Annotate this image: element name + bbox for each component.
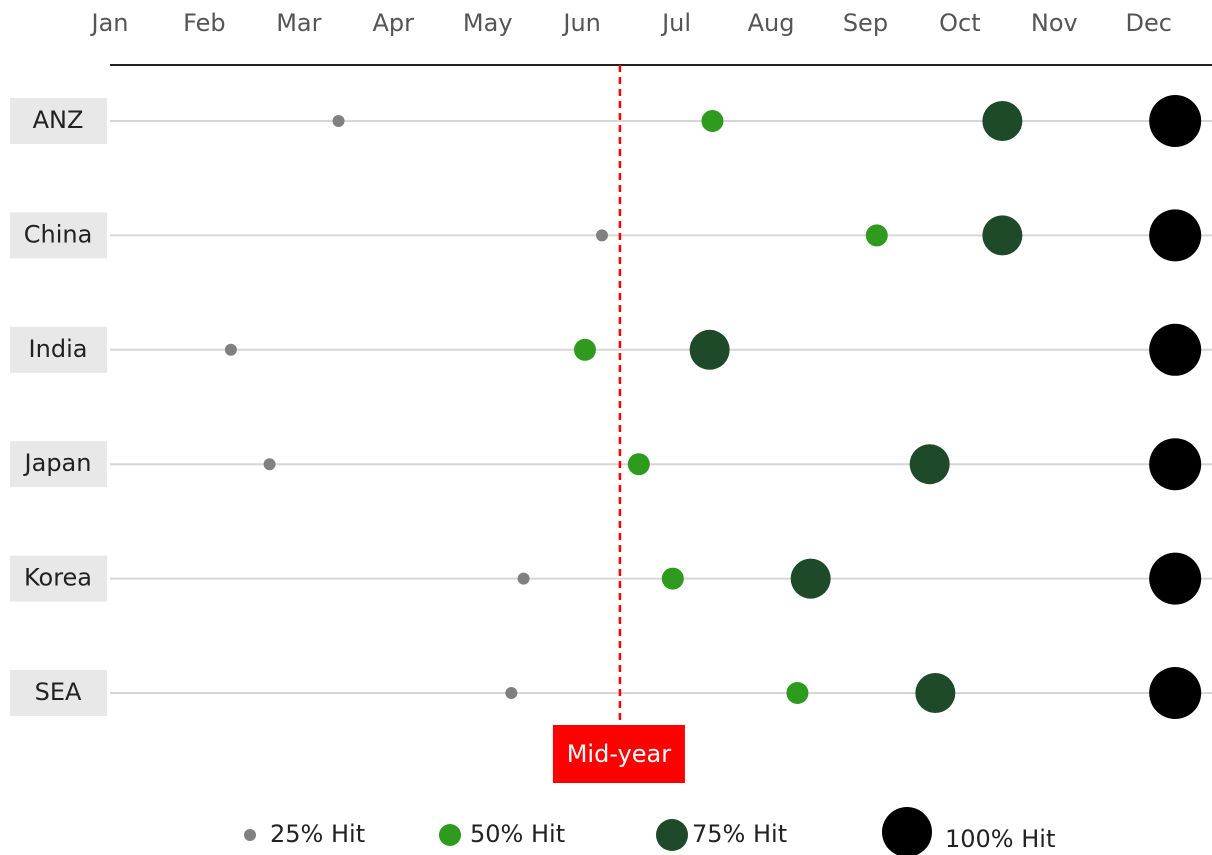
dot [1149,438,1202,491]
category-box [10,670,107,716]
legend-label: 25% Hit [270,820,365,848]
dot [661,567,684,590]
dot [1149,95,1202,147]
x-tick-label: Feb [183,9,226,37]
category-box [10,212,107,259]
dot [701,110,724,132]
legend-marker [439,824,461,846]
dot [1149,552,1202,605]
x-tick-label: Aug [748,9,795,37]
category-label: China [24,220,93,248]
x-tick-label: May [463,9,513,37]
dot [982,101,1023,141]
dot [517,572,530,585]
category-box [10,326,107,373]
x-tick-label: Apr [373,9,415,37]
dot [627,453,650,476]
legend-label: 75% Hit [692,820,787,848]
annotation-text: Mid-year [567,740,672,768]
category-label: ANZ [33,106,84,134]
x-tick-label: Jan [90,9,129,37]
category-label: Korea [24,564,92,592]
dot [865,224,888,247]
dot [982,215,1023,256]
dot [332,115,345,127]
dot [1149,209,1202,262]
category-box [10,441,107,488]
dot [915,673,956,713]
legend-label: 50% Hit [470,820,565,848]
dot [573,338,596,361]
legend-marker [656,819,688,851]
category-box [10,98,107,144]
dot [786,682,809,704]
dot [224,343,237,356]
x-tick-label: Nov [1031,9,1078,37]
annotation-box [552,725,685,783]
category-label: Japan [23,449,92,477]
legend-marker [882,807,932,855]
x-tick-label: Sep [843,9,888,37]
dot [263,458,276,471]
dot [689,329,730,370]
x-tick-label: Jul [660,9,691,37]
category-box [10,555,107,602]
dot [505,687,518,699]
x-tick-label: Oct [939,9,981,37]
dot [1149,667,1202,719]
category-label: India [29,335,88,363]
legend-marker [244,829,256,841]
legend-label: 100% Hit [945,825,1055,853]
x-tick-label: Jun [561,9,601,37]
dot [1149,323,1202,376]
dot [909,444,950,485]
x-tick-label: Mar [276,9,321,37]
category-label: SEA [35,678,82,706]
dot [790,558,831,599]
x-tick-label: Dec [1126,9,1172,37]
dot [595,229,608,242]
